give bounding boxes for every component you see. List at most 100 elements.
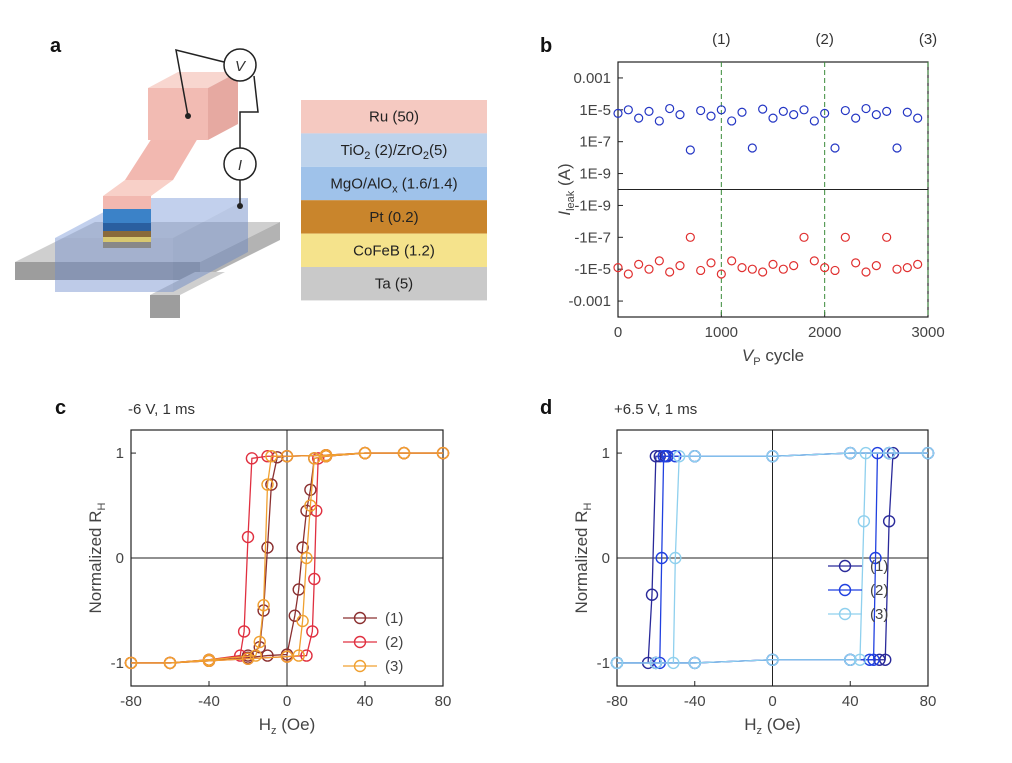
- pillar-mgo: [103, 223, 151, 231]
- point: [358, 446, 372, 460]
- annotation: (2): [815, 31, 833, 48]
- point: [844, 653, 857, 666]
- point: [869, 551, 882, 565]
- point: [902, 263, 912, 273]
- y-tick-label: -1E-5: [574, 261, 611, 278]
- label-part: (A): [555, 163, 574, 190]
- legend-label: (3): [870, 606, 888, 623]
- point: [257, 599, 270, 612]
- label: MgO/AlOx (1.6/1.4): [330, 176, 457, 196]
- label-part: H: [744, 715, 756, 734]
- point: [882, 106, 892, 116]
- point: [830, 143, 840, 153]
- point: [644, 264, 654, 274]
- point: [304, 483, 317, 497]
- point: [840, 105, 850, 116]
- point: [851, 113, 861, 123]
- label-part: (Oe): [762, 715, 801, 734]
- point: [665, 267, 675, 277]
- point: [688, 656, 701, 670]
- x-tick-label: 0: [614, 324, 622, 341]
- label-part: (1.6/1.4): [398, 176, 458, 193]
- label-part: x: [392, 184, 398, 196]
- panel-label: d: [540, 397, 552, 419]
- point: [747, 143, 757, 153]
- point: [306, 625, 319, 638]
- point: [237, 625, 251, 638]
- point: [241, 652, 255, 665]
- point: [902, 107, 912, 117]
- layer: [301, 200, 487, 234]
- pillar-ta: [103, 242, 151, 248]
- point: [766, 653, 779, 666]
- y-tick-label: 0: [602, 550, 610, 567]
- point: [304, 499, 317, 512]
- point: [634, 113, 644, 123]
- point: [685, 145, 695, 155]
- legend-marker: [353, 611, 367, 625]
- point: [623, 105, 633, 115]
- point: [882, 232, 892, 242]
- point: [280, 450, 294, 463]
- y-tick-label: 1: [116, 445, 124, 462]
- point: [892, 264, 902, 274]
- hall-bar-side: [200, 222, 280, 280]
- x-tick-label: 3000: [911, 324, 944, 341]
- label: Normalized RH: [86, 502, 108, 613]
- annotation: (1): [712, 31, 730, 48]
- point: [667, 656, 680, 670]
- point: [861, 103, 871, 114]
- contact: [185, 113, 191, 119]
- device-illustration: V I: [15, 48, 280, 318]
- point: [265, 478, 278, 491]
- point: [706, 258, 716, 268]
- point: [863, 653, 876, 666]
- point: [789, 110, 799, 120]
- point: [312, 452, 325, 465]
- point: [669, 551, 682, 565]
- point: [245, 452, 259, 465]
- label-part: Ta (5): [375, 276, 413, 293]
- pillar-pt: [103, 231, 151, 237]
- layer: [301, 233, 487, 267]
- point: [654, 116, 664, 126]
- point: [844, 446, 857, 460]
- legend-marker: [838, 607, 852, 621]
- label-part: MgO/AlO: [330, 176, 392, 193]
- label: Pt (0.2): [369, 209, 418, 226]
- legend-marker: [353, 659, 367, 673]
- cap-side: [173, 198, 248, 292]
- label-part: V: [742, 346, 755, 365]
- point: [202, 653, 216, 666]
- y-tick-label: -1E-9: [574, 197, 611, 214]
- point: [820, 263, 830, 273]
- point: [857, 515, 871, 528]
- legend-label: (1): [385, 610, 403, 627]
- point: [778, 106, 788, 116]
- point: [882, 515, 896, 528]
- annotation: (3): [919, 31, 937, 48]
- point: [766, 450, 779, 463]
- point: [300, 649, 313, 662]
- point: [657, 450, 670, 463]
- point: [913, 259, 923, 269]
- y-tick-label: -1E-7: [574, 229, 611, 246]
- label-part: (2)/ZrO: [370, 142, 423, 159]
- label-part: 2: [364, 150, 370, 162]
- hall-arm-front: [150, 295, 180, 318]
- point: [623, 269, 633, 279]
- layer: [301, 100, 487, 134]
- cap-front: [55, 238, 173, 292]
- point: [696, 105, 706, 116]
- point: [649, 656, 663, 670]
- point: [716, 269, 726, 279]
- point: [758, 104, 768, 114]
- meter-label: V: [235, 58, 247, 75]
- x-tick-label: 40: [357, 693, 374, 710]
- contact: [237, 203, 243, 209]
- point: [261, 478, 274, 491]
- point: [265, 450, 278, 463]
- legend-label: (3): [385, 658, 403, 675]
- point: [778, 264, 788, 274]
